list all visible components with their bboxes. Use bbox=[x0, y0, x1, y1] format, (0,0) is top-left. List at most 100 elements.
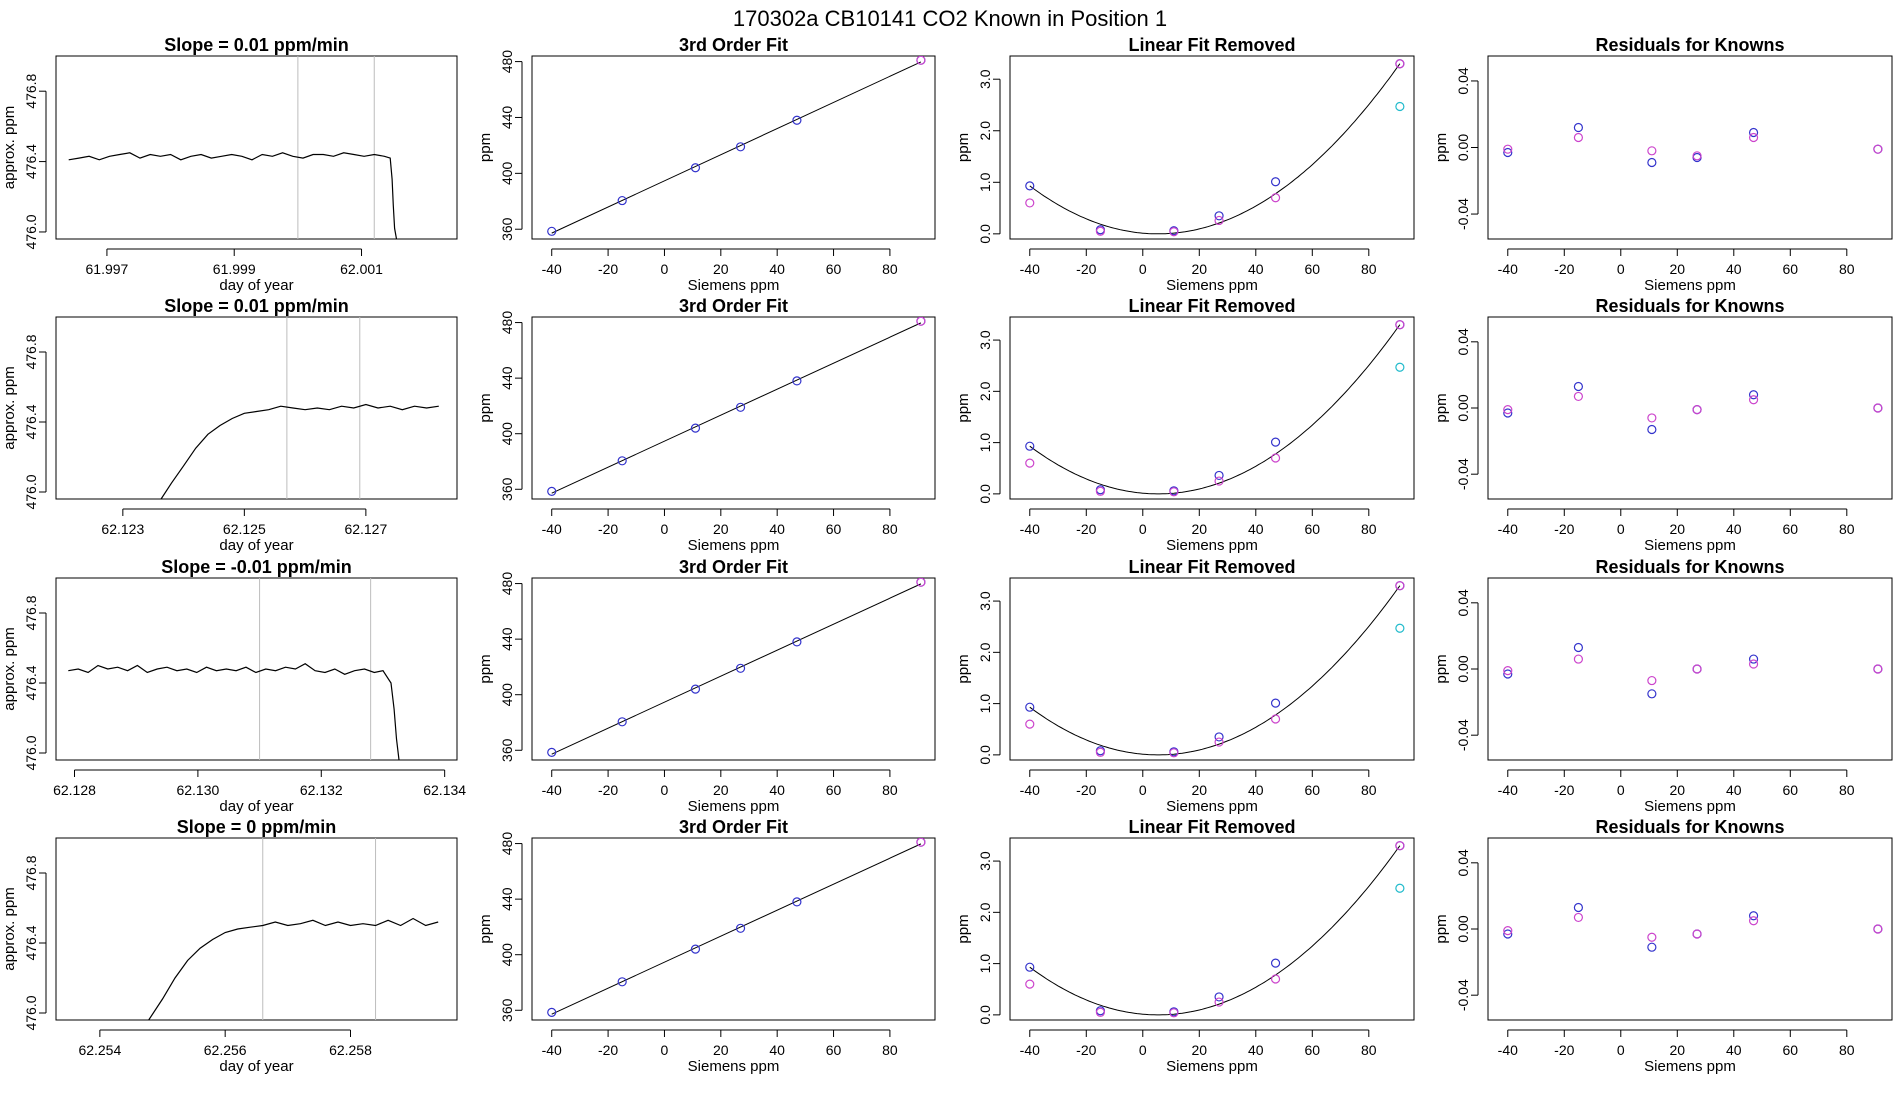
data-point bbox=[1025, 719, 1035, 729]
y-axis-label: approx. ppm bbox=[1, 627, 18, 710]
x-tick-label: 60 bbox=[1783, 782, 1799, 798]
y-tick-label: 400 bbox=[499, 422, 515, 446]
panel-title: 3rd Order Fit bbox=[679, 296, 788, 316]
plot-frame bbox=[531, 837, 936, 1021]
x-tick-label: 20 bbox=[1669, 782, 1685, 798]
x-axis-label: day of year bbox=[219, 1058, 293, 1075]
panel-title: Linear Fit Removed bbox=[1128, 35, 1295, 55]
x-axis-label: Siemens ppm bbox=[1166, 277, 1258, 294]
data-point bbox=[792, 897, 802, 907]
plot-frame bbox=[1487, 316, 1893, 500]
x-axis-label: Siemens ppm bbox=[1166, 1058, 1258, 1075]
x-tick-label: 40 bbox=[769, 261, 785, 277]
plot-frame bbox=[531, 577, 936, 761]
x-tick-label: 40 bbox=[1248, 261, 1264, 277]
panel-fit: 3rd Order Fit -40 -20 0 20 40 60 80 Siemens ppm 3… bbox=[477, 557, 936, 815]
fit-curve bbox=[1029, 845, 1401, 1016]
data-point bbox=[1270, 974, 1281, 984]
x-tick-label: 61.999 bbox=[213, 261, 256, 277]
residual-point bbox=[1503, 669, 1513, 679]
x-tick-label: -40 bbox=[542, 782, 562, 798]
x-tick-label: 62.128 bbox=[53, 782, 96, 798]
residual-point bbox=[1647, 146, 1657, 156]
residual-point bbox=[1748, 654, 1759, 664]
x-axis-label: Siemens ppm bbox=[1644, 277, 1736, 294]
series-line bbox=[148, 917, 439, 1020]
x-tick-label: 60 bbox=[826, 521, 842, 537]
x-tick-label: -40 bbox=[542, 521, 562, 537]
x-tick-label: -40 bbox=[1020, 521, 1040, 537]
x-tick-label: 62.258 bbox=[329, 1042, 372, 1058]
data-point bbox=[547, 1007, 557, 1017]
y-tick-label: 480 bbox=[499, 311, 515, 335]
x-tick-label: 62.254 bbox=[78, 1042, 121, 1058]
y-tick-label: 3.0 bbox=[977, 330, 993, 350]
data-point bbox=[1270, 714, 1281, 724]
data-point bbox=[1025, 458, 1035, 468]
x-tick-label: 60 bbox=[1305, 521, 1321, 537]
residual-point bbox=[1748, 911, 1759, 921]
plot-area bbox=[1503, 642, 1883, 699]
y-axis-label: ppm bbox=[1433, 393, 1450, 422]
fit-curve bbox=[1029, 585, 1401, 756]
data-point bbox=[735, 142, 746, 152]
residual-point bbox=[1503, 144, 1513, 154]
y-tick-label: 0.0 bbox=[977, 1005, 993, 1025]
residual-point bbox=[1692, 405, 1702, 415]
residual-point bbox=[1748, 390, 1759, 400]
residual-point bbox=[1873, 924, 1883, 934]
x-tick-label: 40 bbox=[769, 782, 785, 798]
y-tick-label: 0.00 bbox=[1455, 394, 1471, 421]
residual-point bbox=[1873, 144, 1883, 154]
panel-title: Linear Fit Removed bbox=[1128, 296, 1295, 316]
data-point bbox=[1214, 470, 1224, 481]
plot-area bbox=[68, 56, 398, 239]
plot-frame bbox=[1009, 577, 1415, 761]
residual-point bbox=[1647, 675, 1657, 686]
data-point bbox=[1214, 215, 1224, 226]
x-tick-label: 0 bbox=[1139, 521, 1147, 537]
y-tick-label: 0.00 bbox=[1455, 134, 1471, 161]
residual-point bbox=[1748, 916, 1759, 926]
data-point bbox=[547, 486, 557, 496]
x-tick-label: 0 bbox=[1617, 782, 1625, 798]
data-point bbox=[1169, 227, 1179, 237]
y-tick-label: 0.00 bbox=[1455, 915, 1471, 942]
data-point bbox=[1214, 211, 1224, 221]
x-tick-label: 20 bbox=[713, 521, 729, 537]
y-tick-label: -0.04 bbox=[1455, 198, 1471, 230]
x-tick-label: 61.997 bbox=[86, 261, 129, 277]
panel-residuals: Residuals for Knowns -40 -20 0 20 40 60 80 Sieme… bbox=[1433, 817, 1893, 1075]
plot-area bbox=[547, 578, 926, 757]
x-tick-label: -20 bbox=[598, 521, 618, 537]
residual-point bbox=[1647, 942, 1657, 952]
x-tick-label: 0 bbox=[1617, 1042, 1625, 1058]
data-point bbox=[1095, 747, 1106, 757]
y-tick-label: 0.04 bbox=[1455, 849, 1471, 876]
data-point-highlight bbox=[916, 838, 926, 847]
plot-area bbox=[547, 317, 926, 496]
y-tick-label: 2.0 bbox=[977, 381, 993, 401]
plot-area bbox=[1025, 581, 1405, 758]
x-tick-label: 80 bbox=[1839, 1042, 1855, 1058]
residual-point bbox=[1573, 122, 1584, 133]
plot-area bbox=[1025, 841, 1405, 1018]
y-axis-label: ppm bbox=[955, 393, 972, 422]
x-tick-label: -20 bbox=[1554, 782, 1574, 798]
x-tick-label: 0 bbox=[661, 782, 669, 798]
x-axis-label: Siemens ppm bbox=[1166, 537, 1258, 554]
data-point bbox=[1270, 177, 1281, 187]
plot-area bbox=[547, 838, 926, 1017]
data-point bbox=[690, 163, 701, 173]
residual-point bbox=[1573, 642, 1584, 653]
y-tick-label: 476.8 bbox=[23, 334, 39, 369]
x-axis-label: day of year bbox=[219, 277, 293, 294]
y-tick-label: 1.0 bbox=[977, 433, 993, 453]
x-tick-label: 60 bbox=[826, 1042, 842, 1058]
x-axis-label: Siemens ppm bbox=[1644, 537, 1736, 554]
plot-frame bbox=[531, 55, 936, 240]
plot-area bbox=[1025, 59, 1405, 237]
x-axis-label: Siemens ppm bbox=[688, 1058, 780, 1075]
panel-title: Slope = 0 ppm/min bbox=[177, 817, 337, 837]
